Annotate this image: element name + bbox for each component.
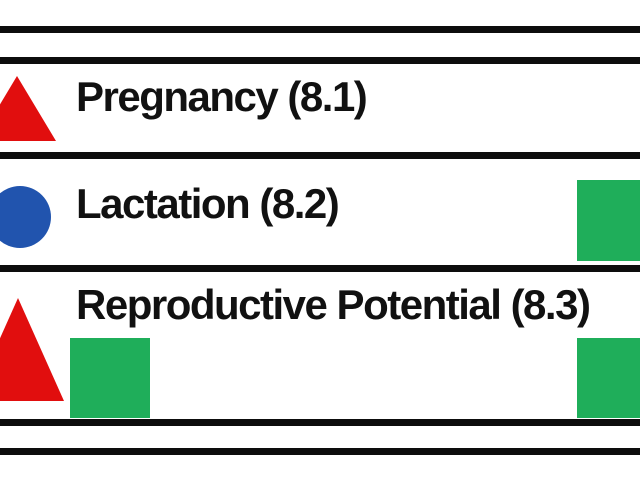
red-triangle-icon <box>0 298 64 401</box>
divider-line-row1-row2 <box>0 152 640 159</box>
green-square-marker <box>577 338 640 418</box>
green-square-marker <box>70 338 150 418</box>
row-label-reproductive-potential: Reproductive Potential (8.3) <box>76 281 591 328</box>
blue-circle-icon <box>0 186 51 248</box>
divider-line-top-inner <box>0 57 640 64</box>
divider-line-row2-row3 <box>0 265 640 272</box>
red-triangle-icon <box>0 76 56 141</box>
divider-line-top-outer <box>0 26 640 33</box>
row-label-pregnancy: Pregnancy (8.1) <box>76 73 368 120</box>
divider-line-bottom-inner <box>0 419 640 426</box>
row-label-lactation: Lactation (8.2) <box>76 180 340 227</box>
green-square-marker <box>577 180 640 261</box>
divider-line-bottom-outer <box>0 448 640 455</box>
